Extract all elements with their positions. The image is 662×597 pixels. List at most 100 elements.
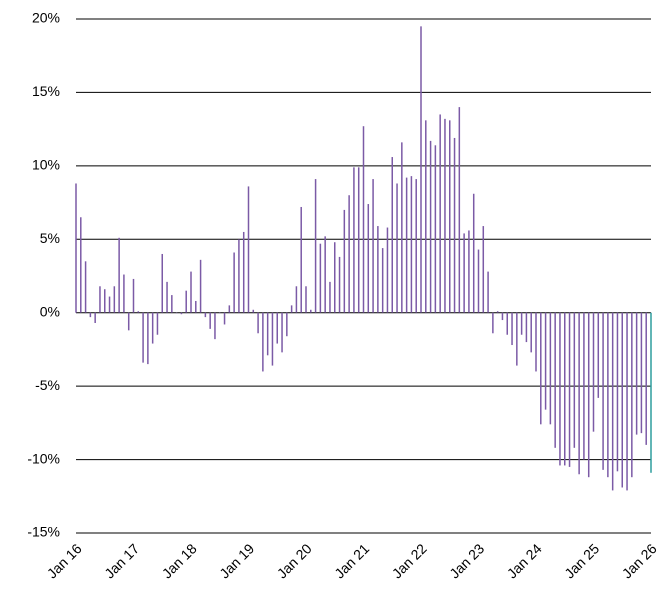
x-tick-label: Jan 24 (504, 540, 545, 581)
bar (185, 290, 187, 313)
bar (228, 305, 231, 313)
x-tick-label: Jan 17 (101, 540, 142, 581)
bar (535, 312, 537, 372)
bar (415, 179, 417, 313)
bar (348, 195, 350, 313)
bar (329, 281, 331, 313)
bar (161, 253, 163, 313)
bar (578, 312, 580, 475)
bar (175, 312, 178, 314)
bar (252, 309, 255, 313)
y-tick-label: 0% (40, 303, 60, 319)
bar (472, 193, 475, 313)
bar (463, 233, 465, 313)
bar (410, 176, 413, 313)
bar (477, 249, 480, 313)
bar (496, 311, 499, 313)
bar (94, 312, 96, 323)
bar (190, 271, 192, 313)
y-tick-label: 10% (32, 157, 60, 173)
bar (501, 312, 504, 321)
bar (429, 140, 432, 313)
bar (219, 312, 221, 314)
bar (156, 312, 159, 335)
bar (525, 312, 528, 343)
bar (449, 120, 451, 313)
bar (372, 179, 374, 313)
bar (487, 271, 489, 313)
bar (458, 107, 461, 313)
y-tick-label: 15% (32, 83, 60, 99)
bar (611, 312, 614, 491)
bar (276, 312, 278, 344)
bar (166, 281, 168, 313)
bar (640, 312, 643, 434)
bar (104, 289, 106, 313)
bar (300, 206, 302, 313)
bar (180, 312, 183, 315)
bar (367, 204, 370, 313)
bar (616, 312, 619, 472)
bar (137, 311, 140, 313)
bar (559, 312, 561, 466)
bar (290, 305, 293, 313)
bar (573, 312, 576, 448)
y-tick-label: 5% (40, 230, 60, 246)
bar (247, 186, 250, 313)
bar (80, 217, 82, 313)
bar (127, 312, 130, 331)
bar (540, 312, 542, 425)
bar (257, 312, 259, 334)
x-tick-label: Jan 21 (331, 540, 372, 581)
bar (377, 226, 379, 313)
bar (242, 231, 245, 313)
y-tick-label: 20% (32, 10, 60, 26)
bar (401, 142, 403, 313)
x-tick-label: Jan 26 (619, 540, 660, 581)
bar (587, 312, 590, 478)
bar (75, 183, 77, 313)
bar (319, 243, 322, 313)
bar (118, 237, 120, 313)
bar (626, 312, 628, 491)
bar (386, 227, 389, 313)
bar (453, 137, 456, 313)
bar (209, 312, 211, 329)
bar (362, 126, 365, 313)
x-tick-label: Jan 18 (159, 540, 200, 581)
bar (286, 312, 288, 337)
bar (607, 312, 609, 478)
bar (583, 312, 585, 460)
bar (214, 312, 216, 340)
bar (142, 312, 144, 363)
x-tick-label: Jan 22 (389, 540, 430, 581)
bar (621, 312, 623, 488)
bar (353, 167, 355, 313)
bar (147, 312, 149, 365)
bar (108, 296, 111, 313)
x-tick-label: Jan 25 (561, 540, 602, 581)
y-tick-label: -15% (27, 524, 60, 540)
bar (266, 312, 269, 356)
x-tick-label: Jan 23 (446, 540, 487, 581)
bar (199, 259, 202, 313)
bar (549, 312, 552, 425)
x-tick-label: Jan 19 (216, 540, 257, 581)
bar (635, 312, 638, 435)
bar (592, 312, 595, 432)
bar (434, 145, 437, 313)
bar (338, 256, 341, 313)
bar (506, 312, 508, 335)
bar (554, 312, 556, 448)
bar (357, 167, 360, 313)
bar (171, 295, 173, 313)
bar (324, 236, 326, 313)
bar (295, 286, 298, 313)
bar (631, 312, 633, 478)
bar (396, 183, 398, 313)
bar (151, 312, 154, 344)
bar (391, 157, 393, 313)
x-tick-label: Jan 20 (274, 540, 315, 581)
